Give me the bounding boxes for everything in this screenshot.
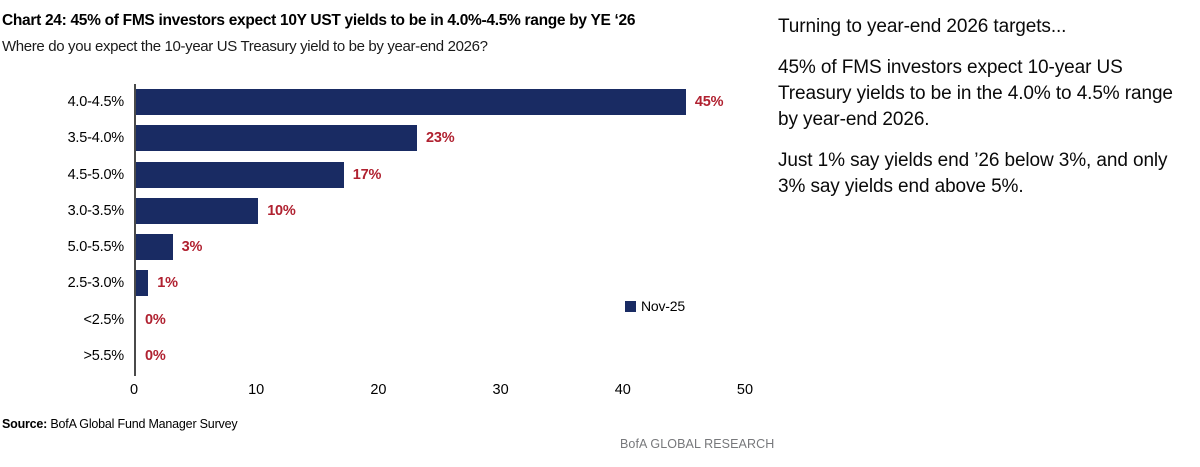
data-label: 23%: [426, 130, 455, 147]
data-label: 1%: [157, 275, 178, 292]
legend-label: Nov-25: [641, 298, 685, 314]
bar: [136, 125, 418, 152]
x-tick-label: 50: [736, 382, 754, 398]
x-axis: 0 10 20 30 40 50: [0, 382, 762, 402]
bar-rows: 4.0-4.5% 45% 3.5-4.0% 23% 4.5-5.0% 17% 3.0-3.5…: [68, 84, 762, 374]
chart-panel: Chart 24: 45% of FMS investors expect 10…: [0, 12, 774, 451]
category-label: 2.5-3.0%: [67, 275, 125, 292]
commentary-paragraph-1: Turning to year-end 2026 targets...: [778, 16, 1067, 37]
bar-row: 2.5-3.0% 1%: [68, 265, 762, 301]
data-label: 17%: [352, 166, 382, 183]
data-label: 0%: [145, 347, 166, 364]
bar-chart-plot: 4.0-4.5% 45% 3.5-4.0% 23% 4.5-5.0% 17% 3.0-3.5…: [0, 84, 762, 376]
x-tick-label: 0: [129, 382, 139, 398]
bar: [136, 197, 259, 224]
commentary-paragraph-2: 45% of FMS investors expect 10-year US T…: [778, 57, 1173, 130]
chart-title: Chart 24: 45% of FMS investors expect 10…: [2, 12, 636, 29]
category-label: 3.5-4.0%: [67, 130, 125, 147]
bar-row: 3.0-3.5% 10%: [68, 193, 762, 229]
data-label: 3%: [181, 239, 203, 256]
bar: [136, 89, 686, 116]
bar: [136, 234, 173, 261]
bar-row: 5.0-5.5% 3%: [68, 229, 762, 265]
bar: [136, 270, 149, 297]
category-label: 3.0-3.5%: [67, 202, 125, 219]
bar-row: 4.5-5.0% 17%: [68, 157, 762, 193]
bar-row: 4.0-4.5% 45%: [68, 84, 762, 120]
category-label: 5.0-5.5%: [67, 239, 125, 256]
source-text: BofA Global Fund Manager Survey: [47, 417, 238, 431]
bar-row: 3.5-4.0% 23%: [68, 120, 762, 156]
source-label: Source:: [2, 417, 48, 431]
source-line: Source: BofA Global Fund Manager Survey: [2, 417, 238, 431]
data-label: 0%: [145, 311, 166, 328]
category-label: <2.5%: [83, 311, 124, 328]
chart-subtitle: Where do you expect the 10-year US Treas…: [2, 38, 488, 55]
category-label: 4.5-5.0%: [67, 166, 125, 183]
x-tick-label: 30: [492, 382, 509, 398]
data-label: 10%: [267, 202, 296, 219]
y-axis-line: [134, 84, 136, 376]
bar-row: <2.5% 0%: [83, 302, 762, 338]
bar-row: >5.5% 0%: [83, 338, 762, 374]
x-tick-label: 20: [370, 382, 387, 398]
commentary-panel: Turning to year-end 2026 targets... 45% …: [778, 14, 1194, 215]
bofa-global-research-footer: BofA GLOBAL RESEARCH: [620, 437, 775, 451]
legend: Nov-25: [625, 298, 685, 314]
commentary-paragraph-3: Just 1% say yields end ’26 below 3%, and…: [778, 150, 1168, 197]
x-tick-label: 10: [248, 382, 265, 398]
category-label: 4.0-4.5%: [67, 94, 125, 111]
legend-swatch-icon: [625, 300, 636, 312]
category-label: >5.5%: [83, 347, 124, 364]
bar: [136, 161, 344, 188]
x-tick-label: 40: [614, 382, 631, 398]
data-label: 45%: [694, 94, 724, 111]
